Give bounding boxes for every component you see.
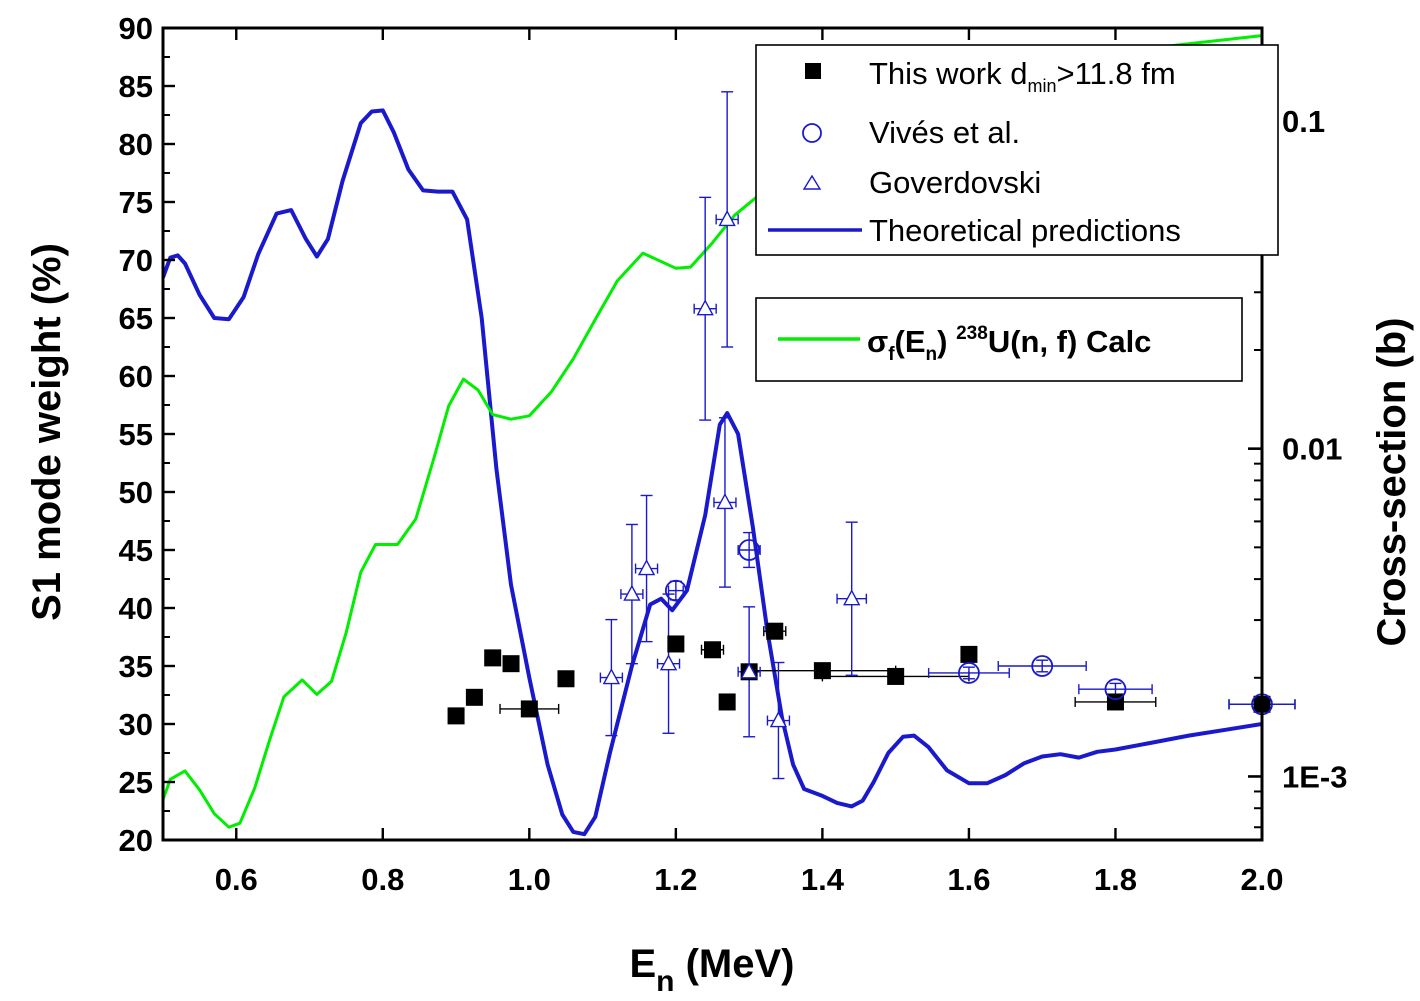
data-point-circle xyxy=(664,579,687,602)
y-axis-left-title: S1 mode weight (%) xyxy=(25,243,69,621)
series-line-0 xyxy=(163,108,1262,837)
data-point-square xyxy=(704,641,721,659)
data-point-triangle xyxy=(623,584,641,601)
data-point-square xyxy=(718,693,736,711)
legend-sigma-space xyxy=(947,324,956,359)
x-tick-label: 1.0 xyxy=(508,862,551,897)
data-point-square xyxy=(766,622,784,640)
y-left-tick-label: 35 xyxy=(119,649,153,684)
x-tick-label: 2.0 xyxy=(1240,862,1283,897)
data-point-circle xyxy=(958,662,980,684)
x-tick-label: 1.4 xyxy=(801,862,845,897)
x-tick-label: 1.2 xyxy=(654,862,697,897)
y-right-tick-label: 0.01 xyxy=(1282,432,1342,467)
data-point-square xyxy=(484,649,502,667)
legend-sigma-close: ) xyxy=(937,324,947,359)
y-right-tick-label: 0.1 xyxy=(1282,104,1325,139)
data-point-square xyxy=(557,670,575,688)
data-point-triangle xyxy=(659,654,678,671)
data-point-triangle xyxy=(696,299,714,316)
legend-sigma-mid: (E xyxy=(895,324,926,359)
legend-sigma-sup: 238 xyxy=(956,323,988,344)
x-axis-title-rest: (MeV) xyxy=(675,942,795,986)
data-point-triangle xyxy=(740,662,758,679)
data-point-square xyxy=(520,700,538,718)
x-axis-title-main: E xyxy=(629,942,656,986)
data-point-square xyxy=(887,667,905,685)
legend-entry-theory: Theoretical predictions xyxy=(869,213,1181,248)
legend-sigma-text: σ xyxy=(867,324,888,359)
y-left-tick-label: 30 xyxy=(119,707,153,742)
y-left-tick-label: 85 xyxy=(119,69,153,104)
x-axis-title: En (MeV) xyxy=(629,942,794,998)
data-point-square xyxy=(667,635,685,653)
y-left-tick-label: 20 xyxy=(119,823,153,858)
y-left-tick-label: 75 xyxy=(119,185,153,220)
legend-entry-vives: Vivés et al. xyxy=(869,115,1020,150)
legend-main: This work dmin>11.8 fm Vivés et al. Gove… xyxy=(755,44,1279,256)
y-left-tick-label: 65 xyxy=(119,301,153,336)
data-point-square xyxy=(447,707,465,725)
data-point-triangle xyxy=(637,559,656,576)
y-left-tick-label: 80 xyxy=(119,127,153,162)
x-tick-label: 0.8 xyxy=(361,862,404,897)
axes-layer: 0.6 0.8 1.0 1.2 1.4 1.6 1.8 2.0 20 25 30 35 40 45 50 55… xyxy=(119,11,1348,897)
x-tick-label: 0.6 xyxy=(215,862,258,897)
data-point-square xyxy=(502,655,520,673)
data-point-square xyxy=(1106,693,1124,711)
legend-entry-this-work: This work dmin>11.8 fm xyxy=(869,56,1176,96)
data-point-circle xyxy=(738,539,761,561)
legend-entry-goverdovski: Goverdovski xyxy=(869,165,1041,200)
legend-triangle-icon xyxy=(802,174,822,190)
legend-sigma-sub: f xyxy=(888,344,895,365)
x-axis-title-sub: n xyxy=(656,965,674,998)
data-point-circle xyxy=(1104,678,1127,701)
y-left-tick-label: 50 xyxy=(119,475,153,510)
y-axis-right-title: Cross-section (b) xyxy=(1370,318,1414,647)
data-point-square xyxy=(960,645,978,663)
legend-sigma-rest: U(n, f) Calc xyxy=(988,324,1152,359)
data-point-triangle xyxy=(718,209,736,227)
data-point-square xyxy=(813,662,831,680)
x-tick-label: 1.8 xyxy=(1094,862,1137,897)
legend-main-box xyxy=(755,44,1279,256)
y-left-tick-label: 55 xyxy=(119,417,153,452)
legend-crosssection: σf(En) 238U(n, f) Calc xyxy=(755,297,1243,382)
y-left-tick-label: 45 xyxy=(119,533,153,568)
legend-sigma-sub2: n xyxy=(926,344,938,365)
y-left-tick-label: 25 xyxy=(119,765,153,800)
y-left-tick-label: 90 xyxy=(119,11,153,46)
y-left-tick-label: 40 xyxy=(119,591,153,626)
data-point-triangle xyxy=(843,589,861,606)
legend-entry-this-work-sub: min xyxy=(1027,76,1056,96)
y-left-tick-label: 60 xyxy=(119,359,153,394)
data-point-triangle xyxy=(602,668,621,685)
data-point-circle xyxy=(1031,655,1054,677)
y-right-tick-label: 1E-3 xyxy=(1282,759,1347,794)
legend-entry-this-work-text: This work d xyxy=(869,56,1027,91)
legend-square-icon xyxy=(805,63,821,79)
data-point-square xyxy=(465,688,483,706)
legend-entry-this-work-rest: >11.8 fm xyxy=(1057,56,1176,91)
data-point-triangle xyxy=(716,492,734,510)
data-point-triangle xyxy=(769,711,788,728)
legend-entry-sigma: σf(En) 238U(n, f) Calc xyxy=(867,323,1151,365)
legend-circle-icon xyxy=(802,123,822,143)
marker-layer xyxy=(447,209,1273,728)
x-tick-label: 1.6 xyxy=(947,862,990,897)
y-left-tick-label: 70 xyxy=(119,243,153,278)
